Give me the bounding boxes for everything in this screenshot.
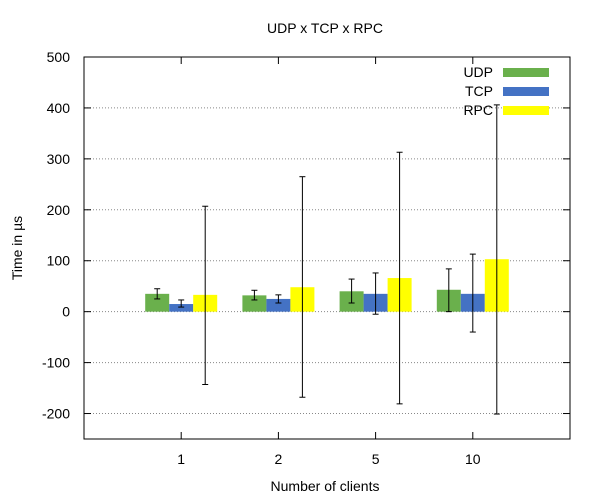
y-axis-label: Time in µs [9,216,25,280]
error-bar-udp-1 [154,288,161,300]
legend-swatch-rpc [503,106,549,115]
bar-udp-2 [242,295,267,312]
x-tick-label: 1 [177,451,185,467]
legend-swatch-udp [503,68,549,77]
y-tick-label: 100 [47,253,71,269]
legend-label-udp: UDP [463,64,493,80]
error-bar-rpc-5 [396,151,403,405]
x-tick-label: 5 [372,451,380,467]
y-tick-label: 500 [47,49,71,65]
error-bar-tcp-2 [275,294,282,304]
error-bar-tcp-1 [178,299,185,308]
x-tick-label: 2 [275,451,283,467]
chart-title: UDP x TCP x RPC [267,20,383,36]
bar-udp-1 [145,293,170,312]
x-tick-label: 10 [465,451,481,467]
error-bar-rpc-10 [493,104,500,415]
error-bar-udp-10 [445,268,452,313]
y-tick-label: -200 [42,406,70,422]
y-axis-ticks: -200 -100 0 100 200 300 400 500 [42,49,570,422]
y-tick-label: 200 [47,202,71,218]
plot-frame [83,56,571,440]
legend-label-rpc: RPC [463,102,493,118]
x-axis-label: Number of clients [271,478,380,494]
error-bars [154,104,500,415]
bar-tcp-2 [266,298,291,312]
error-bar-udp-5 [348,278,355,304]
error-bar-tcp-5 [372,272,379,315]
legend: UDP TCP RPC [463,64,549,118]
error-bar-tcp-10 [469,253,476,333]
error-bar-udp-2 [251,289,258,301]
legend-swatch-tcp [503,87,549,96]
y-tick-label: -100 [42,355,70,371]
legend-label-tcp: TCP [465,83,493,99]
bar-tcp-1 [169,304,194,312]
x-axis-ticks: 1 2 5 10 [177,57,481,467]
y-tick-label: 400 [47,100,71,116]
y-tick-label: 300 [47,151,71,167]
error-bar-rpc-2 [299,176,306,398]
y-tick-label: 0 [62,304,70,320]
error-bar-rpc-1 [202,205,209,386]
